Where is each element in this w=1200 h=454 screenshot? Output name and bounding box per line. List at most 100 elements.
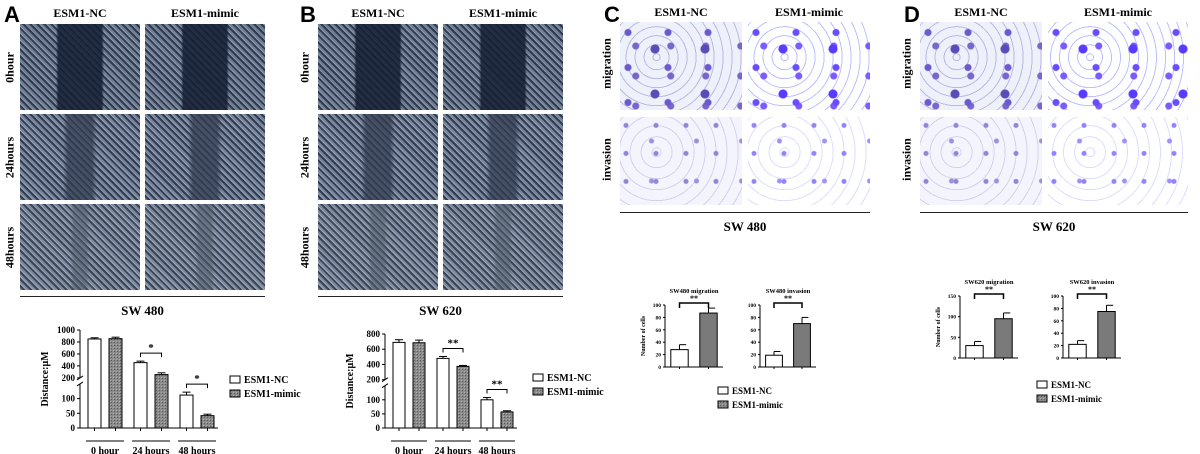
y-tick-label: 100 [748, 303, 757, 309]
legend-swatch [532, 387, 544, 396]
axis-break [76, 381, 84, 387]
significance-marker: * [148, 342, 154, 354]
y-tick-label: 0 [376, 423, 381, 433]
micrograph [620, 117, 742, 205]
y-tick-label: 100 [1051, 294, 1060, 300]
bar [670, 349, 689, 368]
column-header-nc: ESM1-NC [954, 5, 1008, 19]
y-tick-label: 800 [367, 329, 381, 339]
y-tick-label: 40 [656, 340, 662, 346]
micrograph [920, 117, 1042, 205]
x-tick-label: 24 hours [133, 446, 170, 454]
y-tick-label: 100 [62, 394, 76, 404]
y-tick-label: 200 [62, 373, 76, 383]
significance-marker: ** [448, 337, 460, 349]
y-tick-label: 60 [656, 328, 662, 334]
micrograph [620, 22, 742, 110]
bar [412, 342, 426, 429]
micrograph [748, 117, 870, 205]
y-tick-label: 80 [656, 315, 662, 321]
y-tick-label: 600 [62, 349, 76, 359]
legend-label: ESM1-NC [244, 375, 288, 386]
y-tick-label: 0 [71, 423, 76, 433]
y-axis-label: Distance:μM [40, 351, 51, 407]
bar [500, 411, 514, 429]
chart-title: SW480 invasion [766, 288, 811, 295]
x-tick-label: 48 hours [179, 446, 216, 454]
bar [480, 399, 494, 429]
significance-bracket [773, 302, 803, 308]
y-tick-label: 600 [367, 344, 381, 354]
divider [318, 296, 563, 297]
legend-swatch [1036, 380, 1048, 389]
legend-label: ESM1-mimic [547, 387, 604, 398]
micrograph [920, 22, 1042, 110]
y-tick-label: 0 [753, 365, 756, 371]
panel-label-a: A [4, 2, 20, 27]
bar [392, 341, 406, 429]
y-tick-label: 50 [371, 409, 381, 419]
micrograph [1048, 117, 1188, 205]
significance-marker: ** [690, 294, 698, 303]
bar [200, 415, 215, 429]
y-tick-label: 400 [367, 359, 381, 369]
divider [20, 296, 265, 297]
y-tick-label: 0 [658, 365, 661, 371]
micrograph [20, 24, 140, 110]
y-axis-label: Number of cells [936, 306, 942, 347]
y-tick-label: 50 [66, 408, 76, 418]
y-tick-label: 60 [751, 328, 757, 334]
y-tick-label: 80 [751, 315, 757, 321]
y-axis-label: Distance:μM [345, 353, 356, 409]
micrograph [20, 204, 140, 290]
panel-label-c: C [604, 2, 620, 27]
x-tick-label: 48 hours [479, 446, 516, 454]
column-header-mimic: ESM1-mimic [171, 6, 239, 20]
panel-label-d: D [904, 2, 920, 27]
y-tick-label: 100 [948, 315, 957, 321]
panel-label-b: B [300, 2, 316, 27]
y-tick-label: 100 [367, 395, 381, 405]
micrograph [145, 204, 265, 290]
micrograph [443, 24, 563, 110]
y-tick-label: 100 [653, 303, 662, 309]
chart-title: SW620 invasion [1070, 279, 1115, 286]
micrograph [443, 204, 563, 290]
bar [793, 323, 811, 368]
bar [456, 365, 470, 429]
significance-marker: ** [985, 285, 993, 294]
bar [994, 318, 1013, 359]
y-tick-label: 150 [948, 294, 957, 300]
divider [620, 212, 870, 213]
significance-bracket [186, 383, 208, 389]
cell-line-label: SW 480 [121, 303, 164, 318]
y-tick-label: 200 [367, 375, 381, 385]
column-header-nc: ESM1-NC [351, 6, 405, 20]
micrograph [145, 24, 265, 110]
legend-label: ESM1-mimic [1051, 394, 1102, 404]
column-header-mimic: ESM1-mimic [1084, 5, 1152, 19]
significance-bracket [678, 302, 710, 308]
y-tick-label: 0 [953, 356, 956, 362]
y-tick-label: 80 [1054, 306, 1060, 312]
legend-label: ESM1-NC [732, 386, 772, 396]
bar [699, 312, 718, 368]
micrograph [318, 204, 438, 290]
bar [108, 338, 123, 429]
micrograph [318, 24, 438, 110]
significance-marker: ** [1088, 285, 1096, 294]
y-axis-label: Number of cells [641, 315, 647, 356]
legend-label: ESM1-mimic [244, 389, 301, 400]
chart-title: SW480 migration [670, 288, 719, 295]
micrograph [1048, 22, 1188, 110]
legend-label: ESM1-mimic [732, 400, 783, 410]
y-tick-label: 20 [751, 353, 757, 359]
y-tick-label: 40 [1054, 331, 1060, 337]
bar [1068, 343, 1087, 359]
legend-swatch [532, 373, 544, 382]
column-header-mimic: ESM1-mimic [469, 6, 537, 20]
bar [179, 394, 194, 429]
legend-swatch [717, 400, 729, 409]
chart-title: SW620 migration [965, 279, 1014, 286]
